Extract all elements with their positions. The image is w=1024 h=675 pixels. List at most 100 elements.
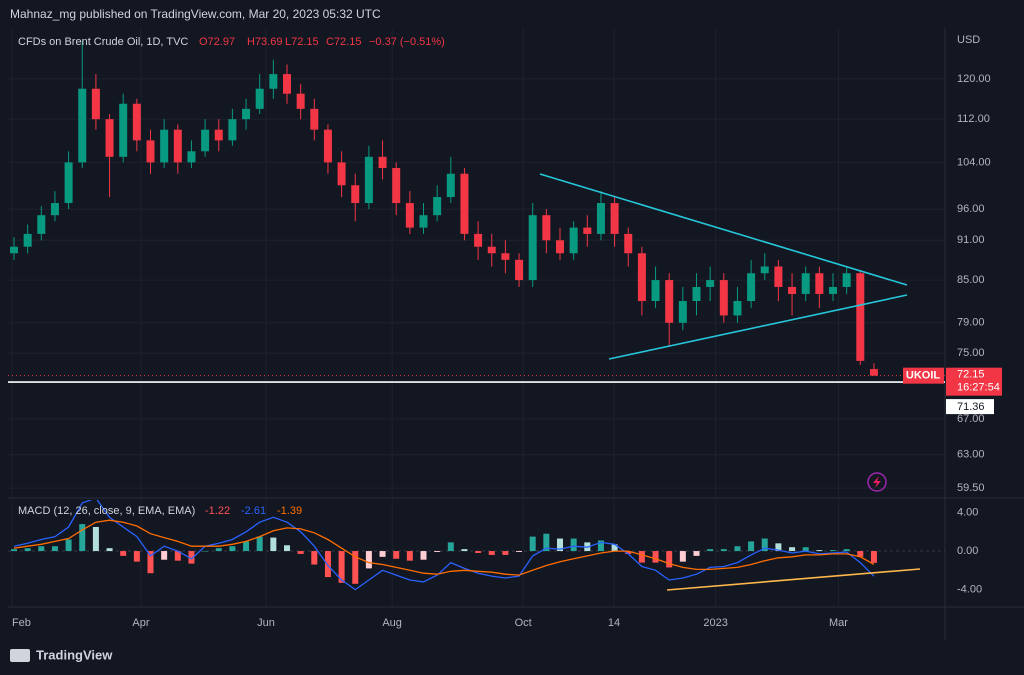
candle-body xyxy=(474,233,483,247)
level-label: 71.36 xyxy=(957,401,985,413)
histogram-bar xyxy=(707,549,714,552)
histogram-bar xyxy=(543,533,550,552)
y-tick-label: 120.00 xyxy=(957,73,991,85)
candle-body xyxy=(364,156,373,204)
macd-title: MACD (12, 26, close, 9, EMA, EMA) xyxy=(18,505,195,517)
macd-value: -2.61 xyxy=(241,505,266,517)
histogram-bar xyxy=(789,547,796,552)
histogram-bar xyxy=(557,538,563,552)
candle-body xyxy=(487,246,496,254)
histogram-bar xyxy=(51,546,58,552)
candle-body xyxy=(214,129,223,141)
histogram-bar xyxy=(734,546,741,552)
candle-body xyxy=(651,280,660,302)
histogram-bar xyxy=(270,537,277,552)
candle-body xyxy=(788,286,797,294)
y-tick-label: 112.00 xyxy=(957,113,990,125)
signal-value: -1.39 xyxy=(277,505,302,517)
histogram-bar xyxy=(461,549,468,552)
candle-body xyxy=(801,273,810,294)
candle-body xyxy=(556,240,564,254)
candle-body xyxy=(856,273,865,361)
y-tick-label: 96.00 xyxy=(957,203,985,215)
candle-body xyxy=(692,286,701,302)
histogram-bar xyxy=(297,551,304,554)
histogram-bar xyxy=(243,541,250,552)
price-pane xyxy=(8,28,945,498)
candle-body xyxy=(433,197,442,216)
publisher: Mahnaz_mg published on TradingView.com, … xyxy=(10,7,381,21)
candle-body xyxy=(23,233,32,247)
alert-icon[interactable] xyxy=(867,472,887,492)
drawings xyxy=(539,173,921,591)
histogram-bar xyxy=(761,538,768,552)
candle-body xyxy=(91,88,100,120)
y-tick-label: 79.00 xyxy=(957,317,985,329)
candle-body xyxy=(173,129,182,163)
histogram-bar xyxy=(65,539,72,552)
y-tick-label: 0.00 xyxy=(957,545,978,557)
histogram-bar xyxy=(666,551,673,568)
macd-line xyxy=(13,500,875,591)
currency: USD xyxy=(957,34,980,46)
candle-body xyxy=(678,301,687,323)
histogram-bar xyxy=(570,538,577,552)
histogram-bar xyxy=(174,551,181,561)
symbol-badge xyxy=(903,367,944,384)
candle-body xyxy=(569,227,578,254)
y-tick-label: 91.00 xyxy=(957,234,985,246)
histogram-bar xyxy=(24,548,31,552)
histogram-bar xyxy=(393,551,400,559)
ohlc-high: H73.69 xyxy=(247,36,282,48)
candle-body xyxy=(774,266,783,287)
histogram-bar xyxy=(215,548,222,552)
histogram-bar xyxy=(775,543,782,552)
histogram-bar xyxy=(133,551,140,562)
x-tick-label: Aug xyxy=(382,617,402,629)
candle-body xyxy=(419,215,428,228)
candle-body xyxy=(405,203,414,228)
histogram-bar xyxy=(434,551,441,553)
histogram-bar xyxy=(229,546,236,552)
histogram-bar xyxy=(748,541,755,552)
candle-body xyxy=(733,301,742,316)
histogram-bar xyxy=(120,551,127,556)
level-badge xyxy=(946,399,994,415)
candle-body xyxy=(501,253,510,260)
candle-body xyxy=(869,369,878,376)
histogram-bar xyxy=(92,526,99,552)
y-tick-label: 104.00 xyxy=(957,156,991,168)
histogram-bar xyxy=(597,540,604,552)
brand: TradingView xyxy=(36,647,113,662)
candle-body xyxy=(119,103,128,157)
histogram-bar xyxy=(720,549,727,552)
footer: TradingView xyxy=(10,647,113,662)
candle-body xyxy=(665,280,674,323)
candle-body xyxy=(446,173,455,198)
y-tick-label: 4.00 xyxy=(957,506,978,518)
candle-body xyxy=(78,88,87,163)
histogram-bar xyxy=(352,551,359,584)
candle-body xyxy=(242,108,251,120)
y-tick-label: -4.00 xyxy=(957,583,982,595)
candle-body xyxy=(255,88,264,109)
x-tick-label: Jun xyxy=(257,617,275,629)
candle-body xyxy=(283,74,291,94)
histogram-bar xyxy=(693,551,700,556)
ohlc-change: −0.37 (−0.51%) xyxy=(369,36,445,48)
ohlc-low: L72.15 xyxy=(285,36,319,48)
histogram-bar xyxy=(79,524,86,552)
candle-body xyxy=(760,266,769,274)
histogram-bar xyxy=(379,551,386,557)
x-tick-label: 14 xyxy=(608,617,620,629)
x-tick-label: Feb xyxy=(12,617,31,629)
x-tick-label: Mar xyxy=(829,617,848,629)
histogram-bar xyxy=(816,550,823,552)
ohlc-close: C72.15 xyxy=(326,36,361,48)
candle-body xyxy=(132,103,141,141)
candle-body xyxy=(637,253,646,302)
histogram-bar xyxy=(447,542,454,552)
candle-body xyxy=(460,173,469,234)
candle-body xyxy=(37,215,46,234)
